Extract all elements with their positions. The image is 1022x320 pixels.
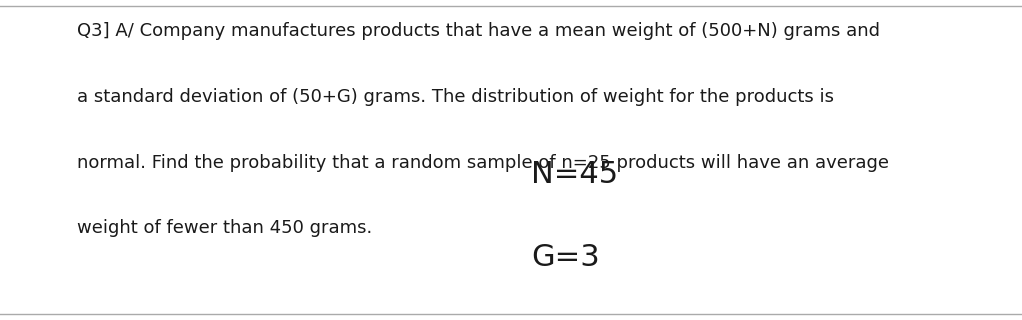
Text: normal. Find the probability that a random sample of n=25 products will have an : normal. Find the probability that a rand… <box>77 154 889 172</box>
Text: weight of fewer than 450 grams.: weight of fewer than 450 grams. <box>77 219 372 237</box>
Text: N=45: N=45 <box>531 160 618 189</box>
Text: a standard deviation of (50+G) grams. The distribution of weight for the product: a standard deviation of (50+G) grams. Th… <box>77 88 834 106</box>
Text: Q3] A/ Company manufactures products that have a mean weight of (500+N) grams an: Q3] A/ Company manufactures products tha… <box>77 22 880 40</box>
Text: G=3: G=3 <box>531 243 600 272</box>
